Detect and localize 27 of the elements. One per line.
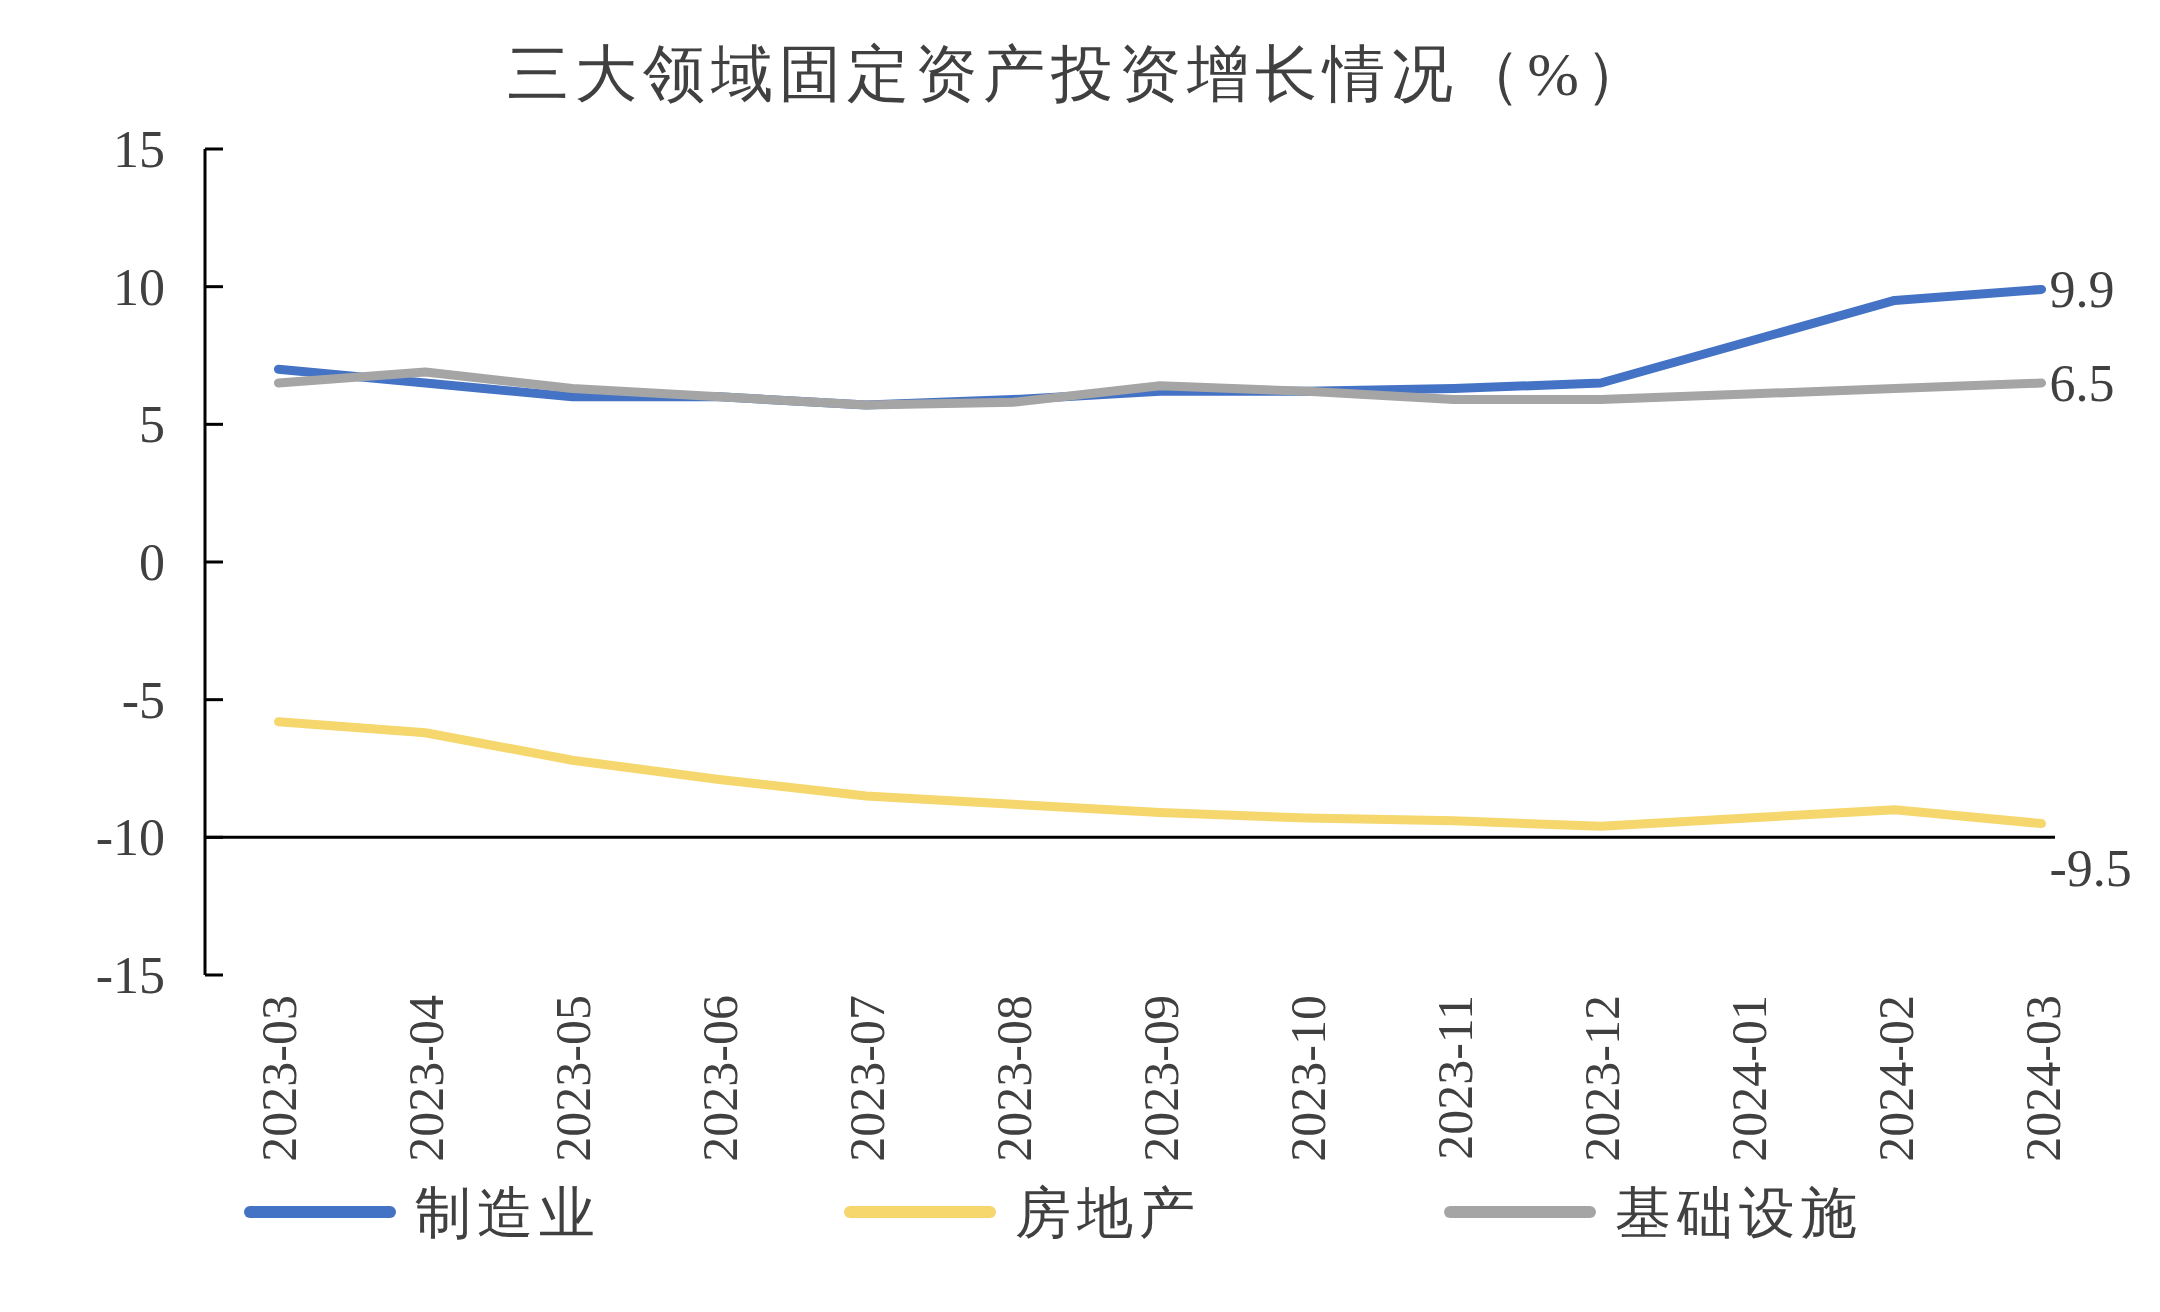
x-tick-label: 2024-01 (1720, 995, 1777, 1162)
x-tick-label: 2023-07 (839, 995, 896, 1162)
x-tick-label: 2023-10 (1279, 995, 1336, 1162)
y-tick-label: -5 (121, 671, 165, 729)
y-tick-label: 15 (113, 121, 165, 178)
legend-label: 房地产 (1015, 1182, 1201, 1244)
y-tick-label: -15 (95, 947, 165, 1004)
x-tick-label: 2023-03 (251, 995, 308, 1162)
y-tick-label: 0 (139, 534, 165, 591)
x-tick-label: 2024-03 (2014, 995, 2071, 1162)
x-tick-label: 2023-05 (545, 995, 602, 1162)
y-tick-label: 5 (139, 396, 165, 454)
legend-label: 基础设施 (1615, 1182, 1863, 1244)
data-label: 6.5 (2049, 355, 2115, 413)
x-tick-label: 2023-04 (398, 995, 455, 1162)
x-tick-label: 2023-08 (986, 995, 1043, 1162)
x-tick-label: 2023-11 (1426, 995, 1483, 1160)
y-tick-label: 10 (113, 258, 165, 316)
data-label: 9.9 (2049, 261, 2115, 319)
x-tick-label: 2023-09 (1133, 995, 1189, 1162)
data-label: -9.5 (2049, 839, 2132, 897)
x-tick-label: 2024-02 (1867, 995, 1924, 1162)
x-tick-label: 2023-06 (692, 995, 749, 1162)
x-tick-label: 2023-12 (1573, 995, 1630, 1162)
chart-title: 三大领域固定资产投资增长情况（%） (507, 40, 1653, 108)
legend-label: 制造业 (415, 1182, 601, 1244)
y-tick-label: -10 (95, 809, 165, 867)
